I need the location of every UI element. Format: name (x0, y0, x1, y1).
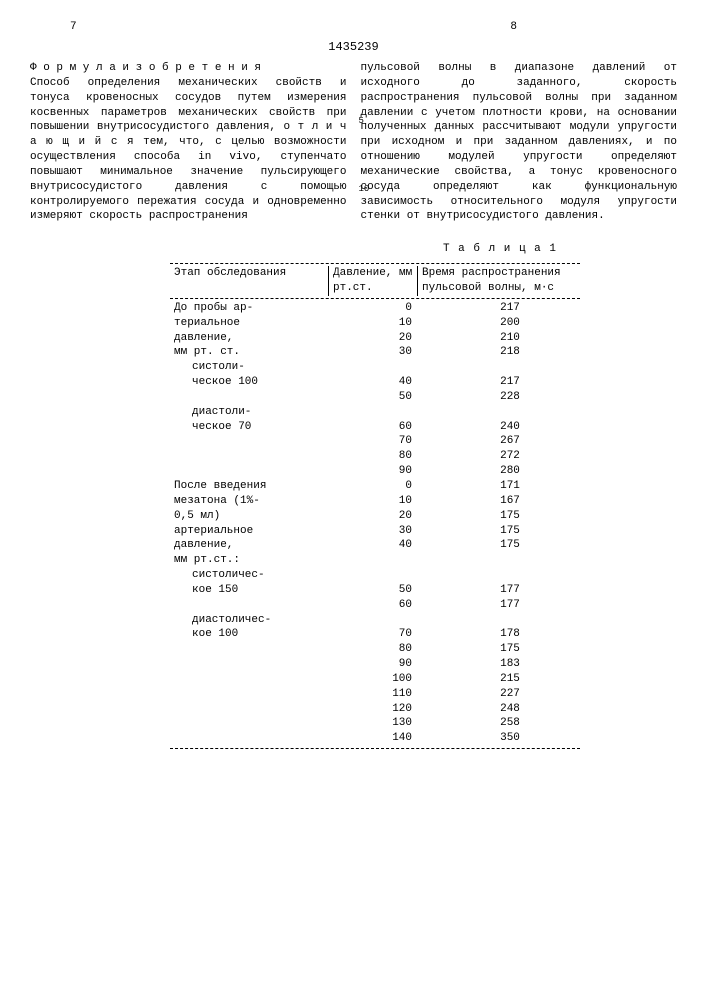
pressure-cell: 0 (328, 479, 440, 494)
time-cell: 183 (440, 657, 580, 672)
time-cell: 178 (440, 627, 580, 642)
pressure-cell: 140 (328, 731, 440, 746)
stage-label: териальное (170, 316, 328, 331)
stage-sublabel: систоличес- (170, 568, 328, 583)
line-mark-5: 5 (359, 115, 364, 127)
time-cell: 280 (440, 464, 580, 479)
page-num-left: 7 (70, 20, 77, 35)
stage-label: давление, (170, 538, 328, 553)
stage-sublabel: ческое 70 (170, 420, 328, 435)
time-cell: 200 (440, 316, 580, 331)
time-cell: 227 (440, 687, 580, 702)
pressure-cell: 50 (328, 390, 440, 405)
pressure-cell: 40 (328, 538, 440, 553)
time-cell: 175 (440, 642, 580, 657)
pressure-cell: 0 (328, 301, 440, 316)
time-cell: 272 (440, 449, 580, 464)
time-cell: 258 (440, 716, 580, 731)
stage-sublabel: кое 150 (170, 583, 328, 598)
time-cell: 218 (440, 345, 580, 360)
time-cell: 215 (440, 672, 580, 687)
time-cell: 217 (440, 301, 580, 316)
pressure-cell: 60 (328, 598, 440, 613)
pressure-cell: 90 (328, 464, 440, 479)
pressure-cell: 70 (328, 627, 440, 642)
patent-number: 1435239 (30, 39, 677, 55)
table-1: Этап обследования Давление, мм рт.ст. Вр… (170, 263, 580, 749)
col-header-time: Время распространения пульсовой волны, м… (418, 266, 581, 296)
pressure-cell: 70 (328, 434, 440, 449)
time-cell: 177 (440, 583, 580, 598)
stage-sublabel: систоли- (170, 360, 328, 375)
left-body: Способ определения механических свойств … (30, 77, 347, 223)
pressure-cell: 60 (328, 420, 440, 435)
time-cell: 248 (440, 702, 580, 717)
body-columns: Ф о р м у л а и з о б р е т е н и я Спос… (30, 61, 677, 224)
page-num-right: 8 (510, 20, 517, 35)
table-rule-top (170, 263, 580, 264)
stage-label: артериальное (170, 524, 328, 539)
table-rule-bottom (170, 748, 580, 749)
pressure-cell: 100 (328, 672, 440, 687)
right-body: пульсовой волны в диапазоне давлений от … (361, 62, 678, 222)
time-cell: 175 (440, 538, 580, 553)
right-column: 5 10 пульсовой волны в диапазоне давлени… (361, 61, 678, 224)
time-cell: 267 (440, 434, 580, 449)
pressure-cell: 130 (328, 716, 440, 731)
stage-label: 0,5 мл) (170, 509, 328, 524)
pressure-cell: 20 (328, 331, 440, 346)
col-header-stage: Этап обследования (170, 266, 329, 296)
time-cell: 240 (440, 420, 580, 435)
time-cell: 175 (440, 524, 580, 539)
time-cell: 175 (440, 509, 580, 524)
table-body: До пробы ар-0217 териальное10200 давлени… (170, 301, 580, 746)
time-cell: 210 (440, 331, 580, 346)
pressure-cell: 30 (328, 345, 440, 360)
table-header-row: Этап обследования Давление, мм рт.ст. Вр… (170, 266, 580, 296)
stage-sublabel: кое 100 (170, 627, 328, 642)
col-header-pressure: Давление, мм рт.ст. (329, 266, 418, 296)
table-caption: Т а б л и ц а 1 (30, 242, 677, 257)
stage-label: После введения (170, 479, 328, 494)
pressure-cell: 10 (328, 494, 440, 509)
pressure-cell: 120 (328, 702, 440, 717)
pressure-cell: 20 (328, 509, 440, 524)
table-rule-head (170, 298, 580, 299)
line-mark-10: 10 (359, 183, 370, 195)
time-cell: 350 (440, 731, 580, 746)
formula-title: Ф о р м у л а и з о б р е т е н и я (30, 62, 261, 74)
stage-label: мм рт.ст.: (170, 553, 328, 568)
pressure-cell: 30 (328, 524, 440, 539)
time-cell: 177 (440, 598, 580, 613)
stage-sublabel: диастоли- (170, 405, 328, 420)
pressure-cell: 110 (328, 687, 440, 702)
pressure-cell: 80 (328, 642, 440, 657)
stage-label: До пробы ар- (170, 301, 328, 316)
time-cell: 228 (440, 390, 580, 405)
page-numbers: 7 8 (30, 20, 677, 35)
stage-sublabel: ческое 100 (170, 375, 328, 390)
time-cell: 167 (440, 494, 580, 509)
time-cell: 217 (440, 375, 580, 390)
stage-label: мезатона (1%- (170, 494, 328, 509)
pressure-cell: 50 (328, 583, 440, 598)
stage-label: мм рт. ст. (170, 345, 328, 360)
pressure-cell: 90 (328, 657, 440, 672)
left-column: Ф о р м у л а и з о б р е т е н и я Спос… (30, 61, 347, 224)
pressure-cell: 10 (328, 316, 440, 331)
time-cell: 171 (440, 479, 580, 494)
pressure-cell: 80 (328, 449, 440, 464)
stage-label: давление, (170, 331, 328, 346)
stage-sublabel: диастоличес- (170, 613, 328, 628)
pressure-cell: 40 (328, 375, 440, 390)
